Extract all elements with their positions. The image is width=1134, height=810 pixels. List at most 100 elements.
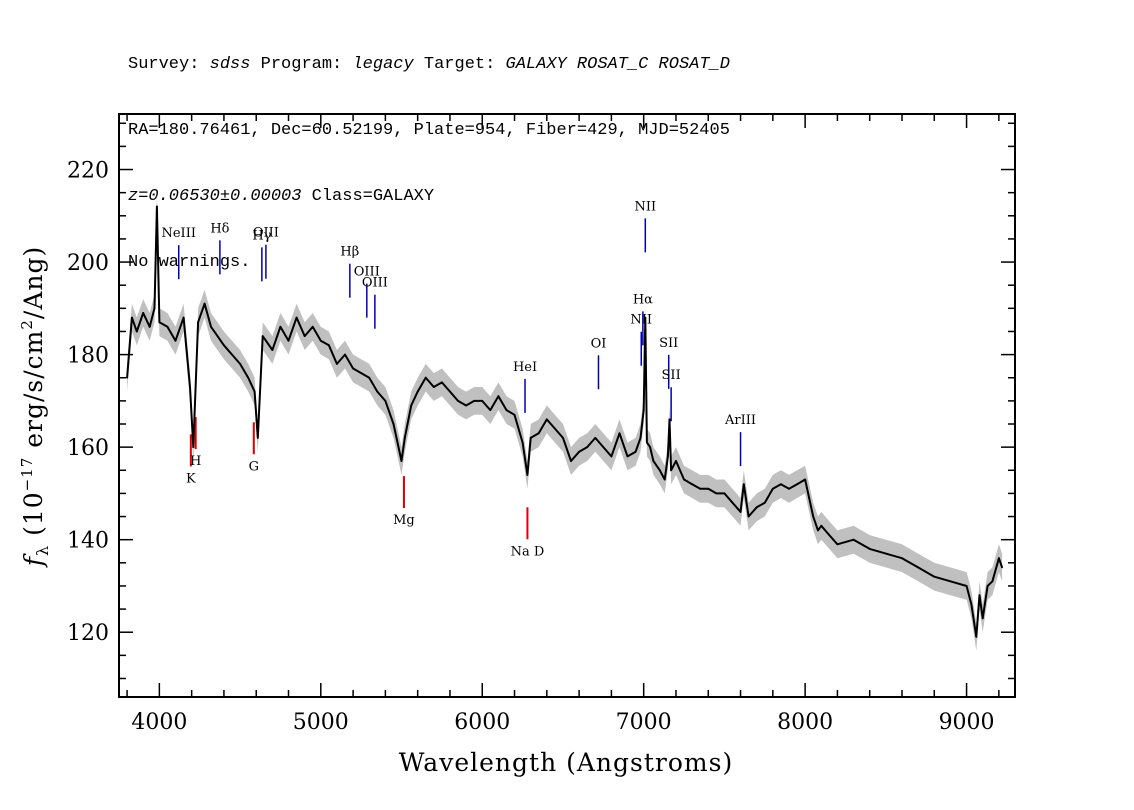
flux-point [901, 557, 903, 560]
flux-point [529, 437, 532, 439]
spectrum-header: Survey: sdss Program: legacy Target: GAL… [128, 10, 730, 296]
flux-point [699, 487, 702, 490]
x-tick-label: 5000 [293, 710, 349, 735]
header-line-survey: Survey: sdss Program: legacy Target: GAL… [128, 55, 730, 74]
flux-point [449, 390, 451, 393]
emission-line-label: OIII [253, 226, 279, 241]
flux-point [192, 446, 195, 448]
flux-point [197, 321, 200, 324]
flux-point [933, 575, 936, 578]
flux-point [731, 501, 734, 504]
flux-point [497, 395, 500, 398]
flux-point [780, 483, 782, 486]
flux-point [991, 580, 994, 583]
flux-series-group [126, 205, 1004, 638]
absorption-line-label: Mg [393, 513, 415, 528]
flux-point [416, 390, 419, 393]
flux-point [739, 511, 742, 513]
flux-point [424, 376, 427, 379]
flux-point [189, 386, 191, 388]
flux-point [203, 302, 206, 305]
flux-point [817, 529, 819, 532]
flux-point [675, 460, 677, 462]
flux-point [998, 557, 1000, 560]
flux-point [742, 483, 745, 486]
flux-point [978, 594, 981, 597]
flux-point [303, 335, 306, 337]
flux-point [715, 492, 718, 495]
target-value: GALAXY ROSAT_C ROSAT_D [505, 55, 730, 74]
flux-point [667, 455, 669, 458]
flux-point [852, 538, 855, 541]
flux-point [586, 446, 589, 448]
x-axis-title: Wavelength (Angstroms) [399, 748, 733, 777]
flux-point [642, 409, 645, 411]
flux-point [410, 404, 413, 407]
flux-point [644, 316, 647, 319]
flux-point [570, 460, 572, 462]
flux-point [174, 339, 177, 342]
flux-point [763, 501, 766, 504]
flux-point [392, 423, 395, 425]
axis-ticks [119, 114, 1015, 697]
emission-line-label: OIII [362, 276, 388, 291]
flux-point [261, 335, 264, 337]
flux-point [256, 437, 259, 439]
absorption-line-label: K [186, 471, 196, 486]
flux-point [457, 400, 459, 402]
flux-point [253, 390, 256, 393]
flux-point [400, 460, 403, 462]
flux-point [707, 487, 710, 490]
flux-point [804, 478, 806, 481]
flux-point [917, 566, 919, 569]
flux-point [403, 437, 406, 439]
emission-line-label: NeIII [161, 226, 195, 241]
flux-point [884, 552, 887, 555]
y-tick-label: 160 [67, 436, 109, 461]
flux-point [658, 469, 661, 472]
emission-line-label: SII [659, 336, 678, 351]
flux-point [545, 418, 548, 421]
flux-point [986, 585, 989, 587]
flux-point [376, 390, 379, 393]
flux-point [949, 580, 952, 583]
flux-point [683, 478, 685, 481]
flux-point [602, 446, 605, 448]
emission-line-label: Hδ [210, 221, 229, 236]
flux-point [126, 376, 128, 379]
flux-point [158, 321, 161, 324]
flux-point [639, 437, 642, 439]
emission-line-label: NII [630, 313, 652, 328]
flux-point [142, 312, 145, 314]
flux-point [247, 376, 250, 379]
flux-point [131, 316, 133, 319]
header-line-warnings: No warnings. [128, 253, 251, 272]
flux-point [663, 478, 666, 481]
emission-line-label: OI [591, 336, 607, 351]
flux-point [328, 344, 330, 347]
flux-point [646, 441, 648, 444]
flux-point [812, 515, 815, 518]
flux-point [788, 487, 790, 490]
flux-point [336, 363, 338, 365]
flux-point [295, 316, 298, 319]
flux-point [981, 617, 984, 620]
flux-point [135, 330, 138, 333]
emission-line-label: HeI [513, 360, 537, 375]
flux-point [836, 543, 839, 546]
flux-point [368, 376, 371, 379]
flux-point [634, 450, 637, 453]
flux-point [465, 404, 467, 407]
flux-point [668, 418, 671, 421]
flux-point [441, 381, 443, 384]
flux-point [182, 316, 185, 319]
flux-point [521, 441, 524, 444]
flux-point [210, 325, 212, 328]
flux-point [771, 487, 774, 490]
flux-point [216, 335, 219, 337]
flux-point [481, 400, 484, 402]
flux-point [970, 603, 973, 606]
survey-value: sdss [209, 55, 251, 74]
plot-frame [118, 113, 1016, 698]
y-tick-label: 140 [67, 529, 109, 554]
